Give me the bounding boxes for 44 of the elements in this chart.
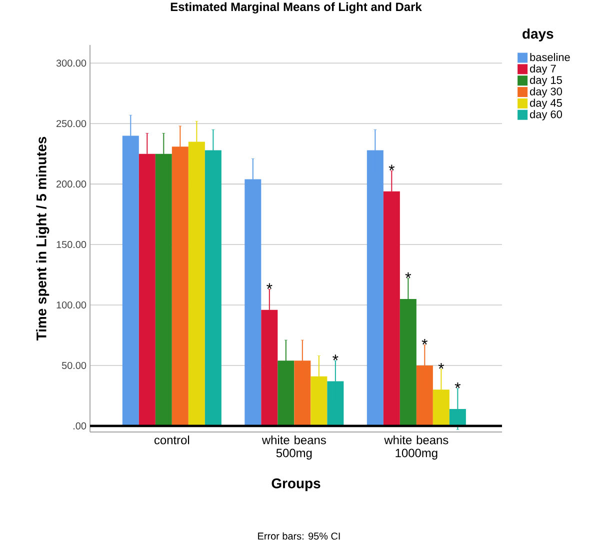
legend-label: day 30 [530, 87, 562, 98]
legend-label: day 15 [530, 76, 562, 86]
annotation: * [388, 164, 395, 170]
bar [204, 150, 222, 426]
bar [327, 381, 344, 426]
bar [278, 360, 294, 426]
annotation: * [422, 338, 428, 345]
bar [172, 146, 188, 426]
bar [383, 191, 400, 426]
annotation: * [405, 272, 412, 278]
y-tick-label: 100.00 [56, 301, 86, 309]
x-axis-title: Groups [272, 478, 320, 492]
annotation: * [438, 363, 444, 369]
bar [294, 360, 311, 426]
bar [244, 179, 262, 426]
x-tick-label: control [154, 436, 190, 444]
bar [400, 298, 416, 426]
y-tick-label: 200.00 [56, 180, 86, 188]
y-axis-title: Time spent in Light / 5 minutes [36, 136, 50, 340]
bar [122, 136, 139, 426]
legend-title: days [522, 28, 554, 42]
x-tick-label: white beans 1000mg [384, 436, 448, 460]
bar [310, 376, 328, 426]
annotation: * [266, 283, 272, 289]
bar [261, 310, 278, 426]
y-tick-label: 250.00 [56, 120, 86, 128]
y-tick-label: 300.00 [56, 60, 86, 67]
y-tick-label: 50.00 [62, 362, 86, 369]
legend-label: day 45 [530, 98, 562, 109]
bar [155, 154, 172, 426]
chart-title: Estimated Marginal Means of Light and Dark [170, 2, 422, 14]
bar [188, 142, 205, 426]
legend-label: day 7 [530, 64, 556, 75]
y-tick-label: .00 [74, 422, 86, 430]
annotation: * [332, 354, 338, 360]
bar [416, 365, 433, 426]
bar [366, 150, 384, 426]
bar [138, 154, 156, 426]
x-tick-label: white beans 500mg [262, 436, 326, 460]
legend-label: day 60 [530, 110, 562, 120]
text: Error bars: 95% CI [258, 532, 340, 540]
annotation: * [454, 382, 461, 388]
legend-label: baseline [530, 53, 570, 62]
y-tick-label: 150.00 [56, 241, 86, 248]
